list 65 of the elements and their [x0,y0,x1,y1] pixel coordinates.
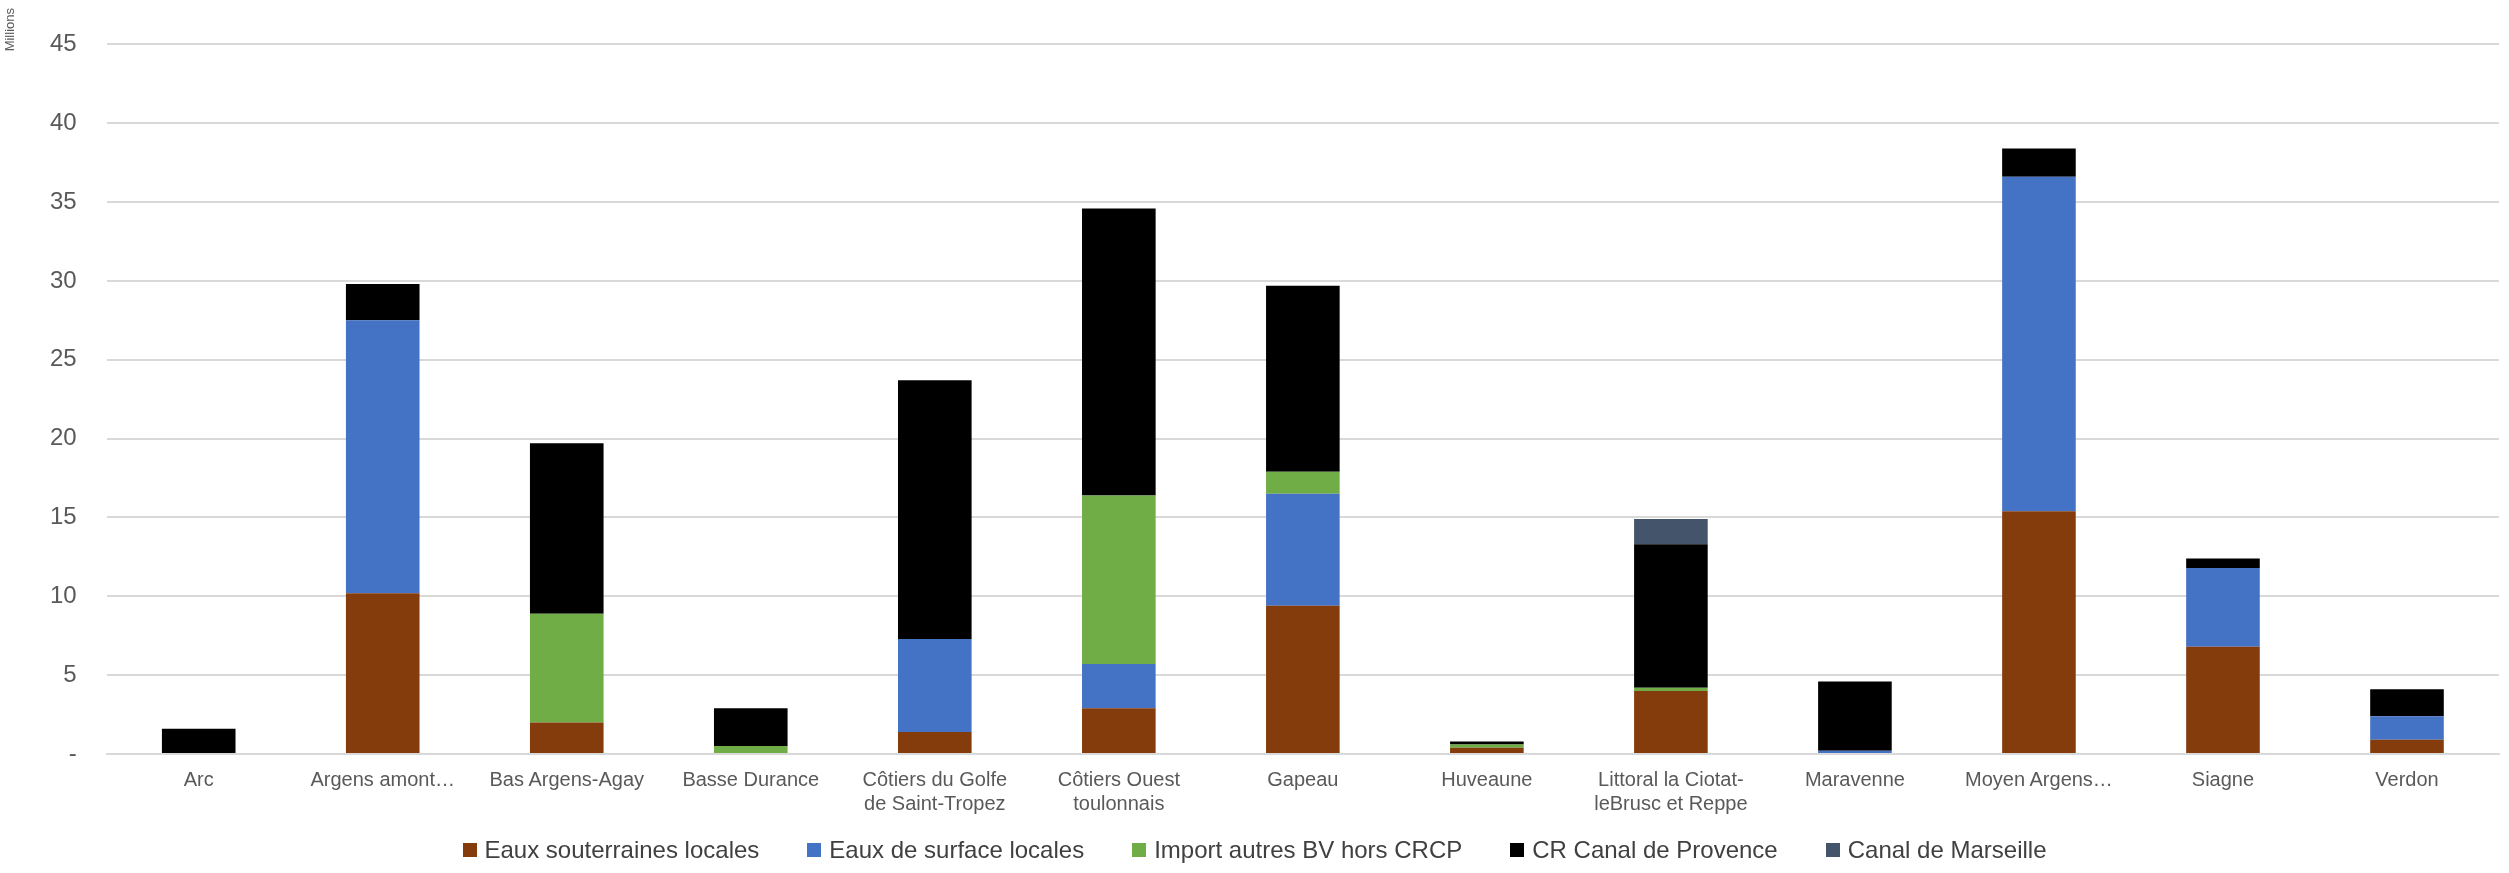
x-tick-label: Moyen Argens… [1965,767,2113,790]
x-tick-label: Argens amont… [310,767,455,790]
bar [1266,285,1340,472]
bar [2370,689,2444,717]
legend-label: Eaux souterraines locales [484,836,760,864]
y-tick-label: 5 [63,659,77,687]
y-tick-label: 30 [49,265,77,293]
y-tick-label: 45 [49,29,77,57]
bar [1634,690,1708,753]
bar [1634,687,1708,691]
bar [345,320,420,594]
bar [1818,681,1892,751]
bar [529,613,604,723]
y-tick-label: 20 [49,423,77,451]
y-tick-label: 25 [49,344,77,372]
bar [529,722,604,753]
bar [2002,511,2076,753]
bar [1266,493,1340,606]
bar [2186,558,2260,568]
bar [2370,716,2444,740]
legend-label: Canal de Marseille [1847,836,2047,864]
legend-label: Eaux de surface locales [829,836,1085,864]
bar [1634,519,1708,545]
y-tick-label: 35 [49,186,77,214]
bar [345,593,420,753]
bar [898,731,972,753]
legend-label: CR Canal de Provence [1532,836,1778,864]
bar [1818,750,1892,753]
x-tick-label: Huveaune [1441,767,1533,790]
x-tick-label: Gapeau [1267,767,1339,790]
bar [1450,747,1524,753]
y-tick-label: - [68,738,77,766]
bar [1082,664,1156,709]
bar [2186,567,2260,647]
x-tick-label: Côtiers Ouest toulonnais [1057,767,1181,814]
y-tick-label: 15 [49,502,77,530]
x-tick-label: Côtiers du Golfe de Saint-Tropez [862,767,1008,814]
bar [1266,471,1340,494]
y-tick-label: 40 [49,107,77,135]
x-tick-label: Littoral la Ciotat-leBrusc et Reppe [1594,767,1748,814]
bar [345,284,420,321]
bar [1266,605,1340,753]
x-tick-label: Basse Durance [682,767,820,790]
legend-label: Import autres BV hors CRCP [1154,836,1463,864]
bar [1082,708,1156,753]
y-axis-title: Millions [2,8,17,52]
bar [2002,148,2076,177]
bar [1634,544,1708,688]
bar [898,380,972,639]
bar [161,728,236,753]
bar [1082,208,1156,496]
bar [1082,495,1156,665]
x-tick-label: Verdon [2375,767,2439,790]
bar [898,638,972,732]
bar [713,746,788,753]
bar [2002,176,2076,512]
x-tick-label: Bas Argens-Agay [489,767,645,790]
x-tick-label: Arc [183,767,214,790]
y-tick-label: 10 [49,580,77,608]
x-tick-label: Siagne [2191,767,2255,790]
bar [2370,739,2444,753]
x-tick-label: Maravenne [1804,767,1905,790]
bar [2186,646,2260,753]
bar [713,708,788,747]
bar [529,443,604,614]
